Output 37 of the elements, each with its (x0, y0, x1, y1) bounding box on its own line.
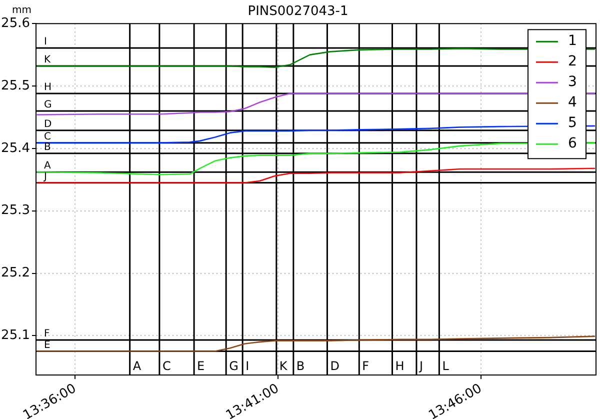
ref-line-label: C (162, 359, 171, 374)
ref-line-label: D (330, 359, 340, 374)
ref-line-label: H (395, 359, 404, 374)
y-tick-label: 25.1 (1, 328, 30, 344)
ref-line-label: K (44, 54, 51, 66)
y-tick-label: 25.4 (1, 140, 30, 156)
y-tick-label: 25.5 (1, 78, 30, 94)
ref-line-label: L (442, 359, 450, 374)
legend-label: 4 (568, 94, 577, 111)
chart-title: PINS0027043-1 (248, 4, 348, 20)
ref-line-label: G (44, 100, 52, 111)
y-tick-label: 25.3 (1, 203, 30, 218)
legend-label: 1 (568, 33, 577, 50)
ref-line-label: G (229, 359, 238, 374)
ref-line-label: C (44, 131, 51, 142)
ref-line-label: J (43, 171, 47, 182)
ref-line-label: H (44, 82, 52, 94)
legend-label: 5 (568, 115, 577, 132)
ref-line-label: E (197, 359, 205, 374)
ref-line-label: F (362, 359, 370, 374)
ref-line-label: I (246, 359, 250, 374)
ref-line-label: F (44, 328, 50, 340)
ref-line-label: B (44, 142, 51, 154)
ref-line-label: A (44, 160, 51, 172)
ref-line-label: E (44, 340, 50, 351)
y-tick-label: 25.6 (1, 16, 30, 31)
ref-line-label: K (279, 359, 288, 374)
ref-line-label: A (132, 359, 142, 374)
ref-line-label: J (418, 359, 424, 374)
ref-line-label: B (296, 359, 305, 374)
legend-label: 6 (568, 136, 577, 152)
ref-line-label: I (44, 36, 47, 48)
legend-label: 2 (568, 54, 577, 70)
y-axis-title: mm (12, 5, 32, 16)
legend-label: 3 (568, 74, 577, 90)
ref-line-label: D (44, 118, 52, 130)
y-tick-label: 25.2 (1, 266, 30, 281)
